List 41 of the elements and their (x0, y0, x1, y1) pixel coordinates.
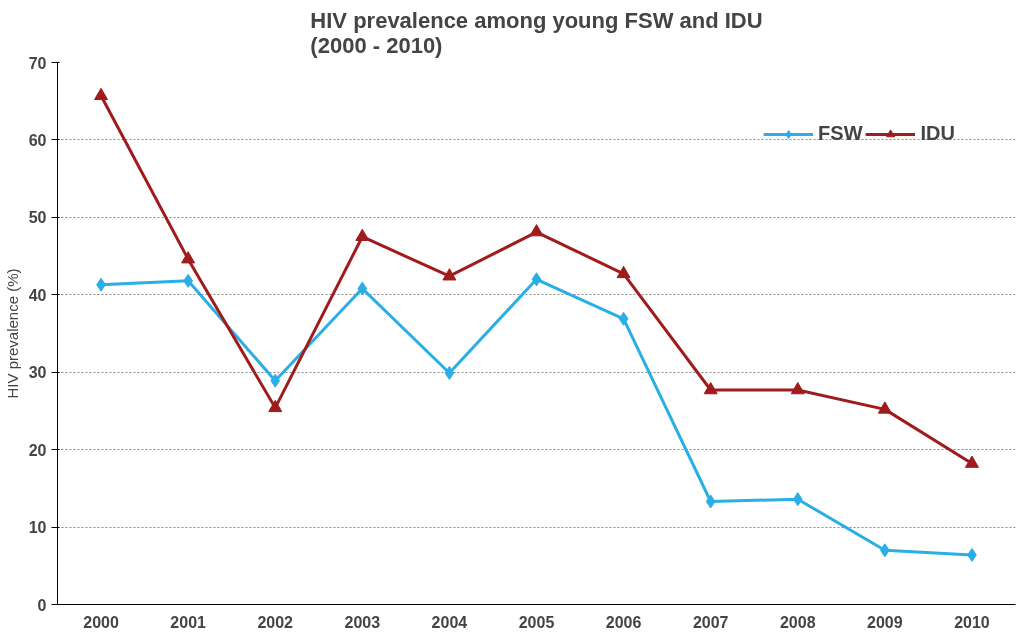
point (442, 268, 457, 281)
point (616, 265, 631, 279)
y-tick-label: 70 (28, 54, 47, 72)
x-tick-label: 2004 (431, 613, 468, 631)
point (792, 492, 803, 507)
y-tick-label: 10 (28, 519, 47, 537)
x-tick-label: 2008 (779, 613, 816, 631)
point (877, 401, 892, 414)
y-tick-label: 50 (28, 209, 47, 227)
x-tick-label: 2003 (344, 613, 381, 631)
point (790, 382, 805, 395)
x-tick-label: 2001 (170, 613, 207, 631)
point (270, 373, 281, 388)
legend-label: IDU (920, 122, 955, 145)
x-tick-label: 2009 (867, 613, 903, 631)
x-tick-label: 2010 (954, 613, 990, 631)
y-tick-label: 0 (37, 596, 47, 614)
point (94, 87, 109, 101)
point (355, 228, 370, 241)
point (531, 272, 542, 287)
chart-title: HIV prevalence among young FSW and IDU (2000 - 2010) (310, 7, 763, 58)
x-tick-label: 2005 (518, 613, 555, 631)
point (181, 251, 196, 264)
legend-label: FSW (818, 122, 863, 145)
point (964, 455, 979, 468)
y-tick-label: 60 (28, 131, 47, 149)
y-tick-label: 30 (28, 364, 47, 382)
point (705, 494, 716, 509)
x-tick-label: 2006 (605, 613, 642, 631)
point (703, 382, 718, 395)
y-axis-title: HIV prevalence (%) (3, 268, 21, 399)
y-tick-label: 20 (28, 441, 47, 459)
x-tick-label: 2007 (692, 613, 729, 631)
x-tick-label: 2002 (257, 613, 294, 631)
point (444, 365, 455, 380)
point (268, 399, 283, 413)
y-tick-label: 40 (28, 286, 47, 304)
point (618, 311, 629, 326)
point (357, 281, 368, 296)
point (529, 224, 544, 237)
x-tick-label: 2000 (83, 613, 119, 631)
